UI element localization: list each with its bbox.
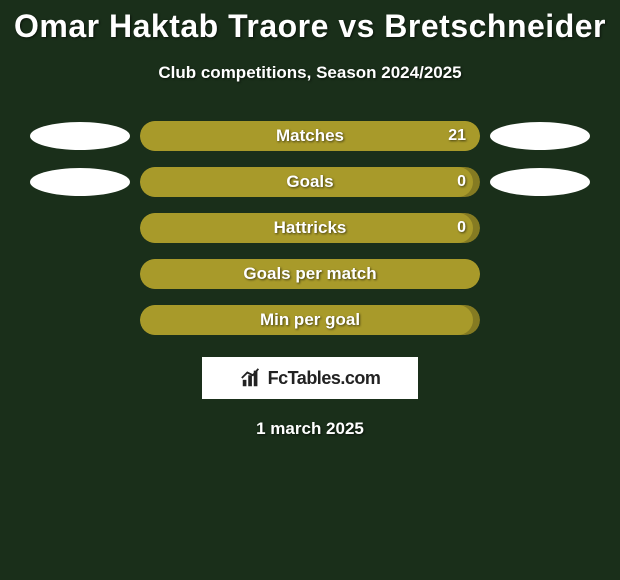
stat-bar: Goals per match bbox=[140, 259, 480, 289]
stat-row: Goals 0 bbox=[0, 159, 620, 205]
right-ellipse-placeholder bbox=[490, 260, 590, 288]
logo-box: FcTables.com bbox=[202, 357, 418, 399]
stat-bar: Min per goal bbox=[140, 305, 480, 335]
stat-bar: Matches 21 bbox=[140, 121, 480, 151]
left-ellipse bbox=[30, 168, 130, 196]
subtitle: Club competitions, Season 2024/2025 bbox=[0, 63, 620, 83]
page-title: Omar Haktab Traore vs Bretschneider bbox=[0, 0, 620, 45]
stat-value: 0 bbox=[457, 219, 466, 237]
right-ellipse bbox=[490, 168, 590, 196]
stat-label: Goals bbox=[286, 172, 333, 192]
date-label: 1 march 2025 bbox=[0, 419, 620, 439]
left-ellipse-placeholder bbox=[30, 214, 130, 242]
right-ellipse bbox=[490, 122, 590, 150]
logo-text: FcTables.com bbox=[268, 368, 381, 389]
stat-label: Hattricks bbox=[274, 218, 347, 238]
stat-bar: Hattricks 0 bbox=[140, 213, 480, 243]
stat-label: Matches bbox=[276, 126, 344, 146]
stat-label: Goals per match bbox=[243, 264, 376, 284]
right-ellipse-placeholder bbox=[490, 214, 590, 242]
left-ellipse-placeholder bbox=[30, 306, 130, 334]
stat-value: 21 bbox=[448, 127, 466, 145]
stat-value: 0 bbox=[457, 173, 466, 191]
bar-chart-icon bbox=[240, 367, 262, 389]
left-ellipse-placeholder bbox=[30, 260, 130, 288]
stat-row: Hattricks 0 bbox=[0, 205, 620, 251]
stat-row: Matches 21 bbox=[0, 113, 620, 159]
left-ellipse bbox=[30, 122, 130, 150]
stat-row: Min per goal bbox=[0, 297, 620, 343]
stat-row: Goals per match bbox=[0, 251, 620, 297]
stat-label: Min per goal bbox=[260, 310, 360, 330]
stat-rows: Matches 21 Goals 0 Hattricks 0 Goals per match… bbox=[0, 113, 620, 343]
stat-bar: Goals 0 bbox=[140, 167, 480, 197]
right-ellipse-placeholder bbox=[490, 306, 590, 334]
